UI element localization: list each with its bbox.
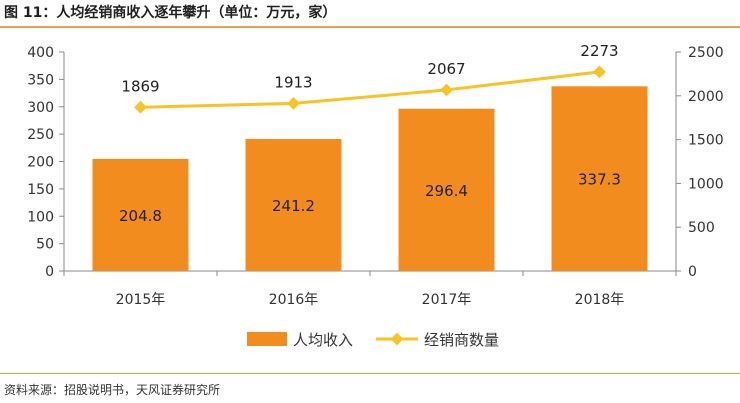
figure-title-bar: 图 11：人均经销商收入逐年攀升（单位：万元，家）: [0, 0, 740, 28]
combo-chart: 0 50 100 150 200 250 300 350 400 0 500 1000 1500 2000…: [27, 42, 723, 349]
line-path: [140, 70, 600, 109]
y-right-tick-label: 1000: [688, 176, 724, 192]
line-marker: [134, 100, 147, 114]
y-left-tick-label: 0: [45, 264, 54, 280]
legend-bar-swatch: [247, 332, 287, 346]
y-left-tick-label: 250: [27, 127, 54, 143]
bar: [92, 158, 189, 271]
bar-series: 204.8 241.2 296.4 337.3: [92, 86, 648, 271]
y-right-tick-label: 2500: [688, 45, 724, 61]
y-right-tick-label: 500: [688, 220, 715, 236]
bar-value-label: 204.8: [119, 207, 162, 225]
bar-value-label: 241.2: [272, 197, 315, 215]
bar: [245, 138, 342, 271]
legend-line-label: 经销商数量: [424, 331, 499, 349]
line-value-label: 1913: [274, 73, 312, 91]
y-right-tick-label: 1500: [688, 133, 724, 149]
bar-value-label: 296.4: [425, 182, 468, 200]
y-left-tick-label: 150: [27, 182, 54, 198]
y-left-tick-label: 350: [27, 72, 54, 88]
line-value-label: 1869: [121, 77, 159, 95]
y-right-tick-label: 2000: [688, 89, 724, 105]
y-left-tick-label: 300: [27, 100, 54, 116]
chart-axes: 0 50 100 150 200 250 300 350 400 0 500 1000 1500 2000…: [27, 45, 723, 308]
source-note: 资料来源：招股说明书，天风证券研究所: [4, 383, 221, 397]
legend-line-marker: [390, 332, 404, 346]
y-left-tick-label: 50: [36, 237, 54, 253]
bar-value-label: 337.3: [578, 171, 621, 189]
y-left-tick-label: 200: [27, 155, 54, 171]
bar: [398, 108, 495, 271]
footer-divider: [0, 373, 740, 374]
x-tick-label: 2018年: [575, 292, 625, 308]
line-value-label: 2273: [580, 42, 618, 60]
y-right-tick-label: 0: [688, 264, 697, 280]
x-tick-label: 2015年: [116, 292, 166, 308]
x-tick-label: 2017年: [422, 292, 472, 308]
line-marker: [287, 97, 300, 110]
line-marker: [440, 83, 453, 97]
y-left-tick-label: 400: [27, 45, 54, 61]
legend-bar-label: 人均收入: [293, 331, 353, 349]
x-tick-label: 2016年: [269, 292, 319, 308]
line-series: 1869 1913 2067 2273: [121, 42, 619, 114]
line-value-label: 2067: [427, 60, 465, 78]
bar: [551, 86, 648, 271]
chart-legend: 人均收入 经销商数量: [247, 331, 499, 349]
figure-title: 图 11：人均经销商收入逐年攀升（单位：万元，家）: [4, 5, 337, 21]
line-marker: [593, 65, 606, 79]
y-left-tick-label: 100: [27, 209, 54, 225]
